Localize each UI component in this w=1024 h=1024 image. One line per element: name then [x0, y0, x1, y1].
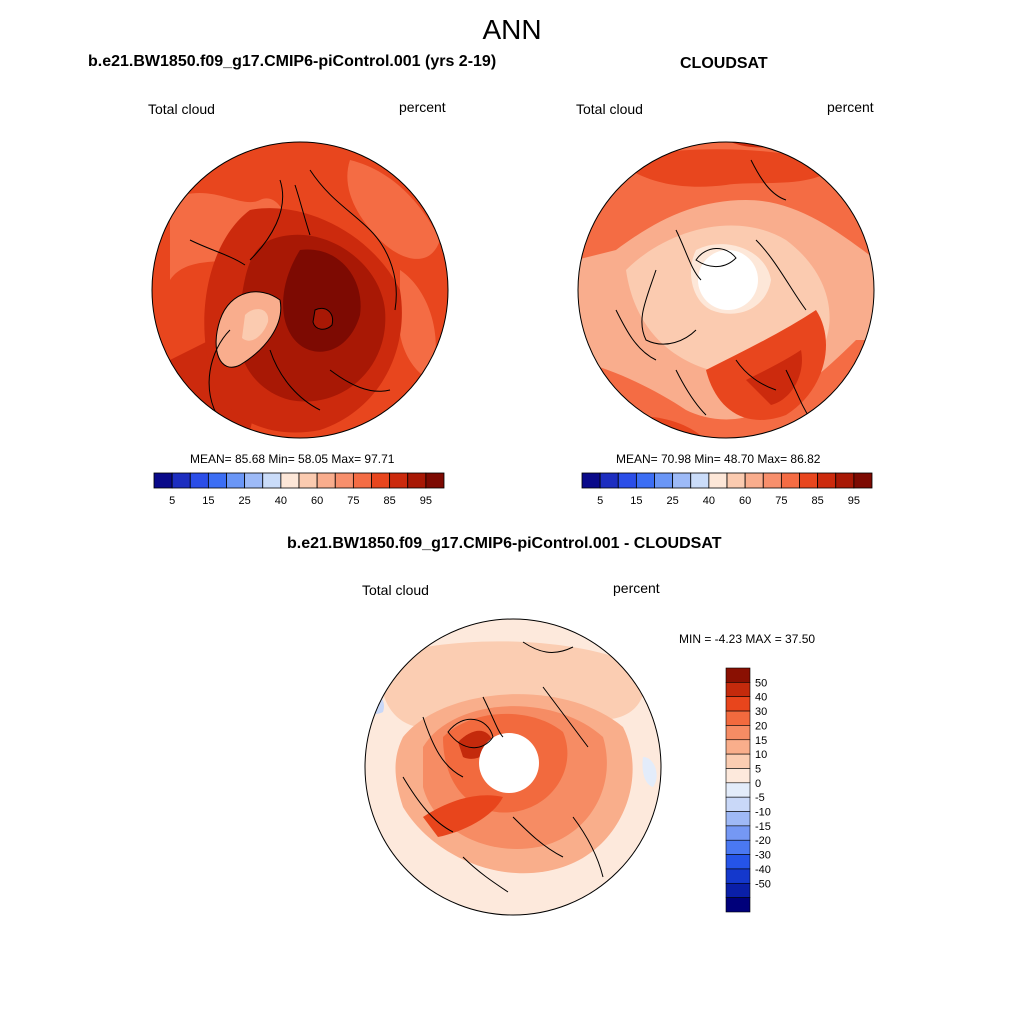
obs-colorbar-box — [654, 472, 674, 489]
model-colorbar-box — [244, 472, 264, 489]
diff-colorbar-tick-label: -40 — [755, 864, 771, 876]
model-colorbar-box — [352, 472, 372, 489]
obs-colorbar-tick-label: 95 — [848, 495, 860, 507]
obs-colorbar-tick-label: 5 — [597, 495, 603, 507]
obs-colorbar-box — [581, 472, 601, 489]
diff-colorbar-box — [725, 667, 751, 683]
obs-colorbar-box — [726, 472, 746, 489]
diff-colorbar-box — [725, 739, 751, 755]
obs-colorbar-box — [817, 472, 837, 489]
diff-units-label: percent — [613, 580, 660, 596]
diff-colorbar-tick-label: 50 — [755, 677, 767, 689]
model-colorbar-tick-label: 75 — [347, 495, 359, 507]
obs-stats: MEAN= 70.98 Min= 48.70 Max= 86.82 — [616, 452, 821, 466]
obs-colorbar-tick-label: 25 — [667, 495, 679, 507]
diff-colorbar-box — [725, 897, 751, 913]
diff-colorbar-box — [725, 753, 751, 769]
model-colorbar-box — [425, 472, 445, 489]
obs-colorbar: 5 15 25 40 60 75 85 95 — [581, 472, 873, 507]
model-colorbar-box — [407, 472, 427, 489]
model-colorbar: 5 15 25 40 60 75 85 95 — [153, 472, 445, 507]
model-colorbar-box — [207, 472, 227, 489]
obs-colorbar-box — [617, 472, 637, 489]
diff-colorbar-box — [725, 825, 751, 841]
obs-units-label: percent — [827, 99, 874, 115]
diff-colorbar-tick-label: 10 — [755, 749, 767, 761]
model-colorbar-box — [262, 472, 282, 489]
model-colorbar-tick-label: 5 — [169, 495, 175, 507]
obs-colorbar-box — [744, 472, 764, 489]
diff-colorbar-box — [725, 811, 751, 827]
obs-colorbar-box — [672, 472, 692, 489]
diff-colorbar-box — [725, 796, 751, 812]
model-colorbar-box — [171, 472, 191, 489]
diff-colorbar-tick-label: -15 — [755, 821, 771, 833]
model-colorbar-box — [334, 472, 354, 489]
diff-polar-map — [364, 618, 662, 916]
diff-colorbar-box — [725, 782, 751, 798]
model-colorbar-box — [226, 472, 246, 489]
figure-title: ANN — [482, 14, 542, 45]
diff-colorbar-box — [725, 839, 751, 855]
model-colorbar-tick-label: 40 — [275, 495, 287, 507]
model-colorbar-tick-label: 95 — [420, 495, 432, 507]
diff-colorbar-box — [725, 868, 751, 884]
obs-colorbar-box — [799, 472, 819, 489]
obs-colorbar-box — [853, 472, 873, 489]
obs-colorbar-tick-label: 15 — [630, 495, 642, 507]
model-stats: MEAN= 85.68 Min= 58.05 Max= 97.71 — [190, 452, 395, 466]
model-polar-map — [151, 141, 449, 439]
model-colorbar-box — [316, 472, 336, 489]
diff-colorbar-box — [725, 725, 751, 741]
diff-colorbar-tick-label: -20 — [755, 835, 771, 847]
obs-colorbar-tick-label: 85 — [812, 495, 824, 507]
obs-colorbar-box — [635, 472, 655, 489]
obs-colorbar-tick-label: 40 — [703, 495, 715, 507]
diff-colorbar-box — [725, 682, 751, 698]
diff-colorbar-box — [725, 768, 751, 784]
model-panel-title: b.e21.BW1850.f09_g17.CMIP6-piControl.001… — [88, 53, 497, 70]
model-units-label: percent — [399, 99, 446, 115]
obs-polar-map — [577, 141, 875, 439]
diff-colorbar-tick-label: 40 — [755, 692, 767, 704]
model-colorbar-box — [389, 472, 409, 489]
model-colorbar-tick-label: 25 — [239, 495, 251, 507]
diff-colorbar-tick-label: 0 — [755, 778, 761, 790]
obs-colorbar-box — [762, 472, 782, 489]
diff-stats: MIN = -4.23 MAX = 37.50 — [679, 632, 816, 646]
diff-colorbar-box — [725, 854, 751, 870]
diff-colorbar-tick-label: 30 — [755, 706, 767, 718]
diff-colorbar-box — [725, 696, 751, 712]
obs-variable-label: Total cloud — [576, 101, 643, 117]
diff-variable-label: Total cloud — [362, 582, 429, 598]
obs-colorbar-tick-label: 60 — [739, 495, 751, 507]
model-colorbar-box — [298, 472, 318, 489]
diff-colorbar-tick-label: 5 — [755, 763, 761, 775]
diff-colorbar-tick-label: -5 — [755, 792, 765, 804]
diff-panel-title: b.e21.BW1850.f09_g17.CMIP6-piControl.001… — [287, 535, 722, 552]
obs-panel-title: CLOUDSAT — [680, 55, 768, 72]
diff-colorbar-tick-label: -10 — [755, 807, 771, 819]
diff-colorbar-tick-label: 20 — [755, 720, 767, 732]
model-variable-label: Total cloud — [148, 101, 215, 117]
diff-colorbar-box — [725, 710, 751, 726]
obs-colorbar-box — [835, 472, 855, 489]
model-colorbar-box — [153, 472, 173, 489]
model-colorbar-box — [280, 472, 300, 489]
model-colorbar-tick-label: 60 — [311, 495, 323, 507]
obs-colorbar-box — [599, 472, 619, 489]
diff-colorbar-tick-label: -50 — [755, 878, 771, 890]
obs-colorbar-box — [690, 472, 710, 489]
diff-colorbar-tick-label: -30 — [755, 850, 771, 862]
obs-colorbar-box — [780, 472, 800, 489]
model-colorbar-box — [371, 472, 391, 489]
model-colorbar-tick-label: 15 — [202, 495, 214, 507]
obs-colorbar-box — [708, 472, 728, 489]
obs-colorbar-tick-label: 75 — [775, 495, 787, 507]
model-colorbar-tick-label: 85 — [384, 495, 396, 507]
diff-colorbar-box — [725, 882, 751, 898]
model-colorbar-box — [189, 472, 209, 489]
diff-colorbar-tick-label: 15 — [755, 735, 767, 747]
